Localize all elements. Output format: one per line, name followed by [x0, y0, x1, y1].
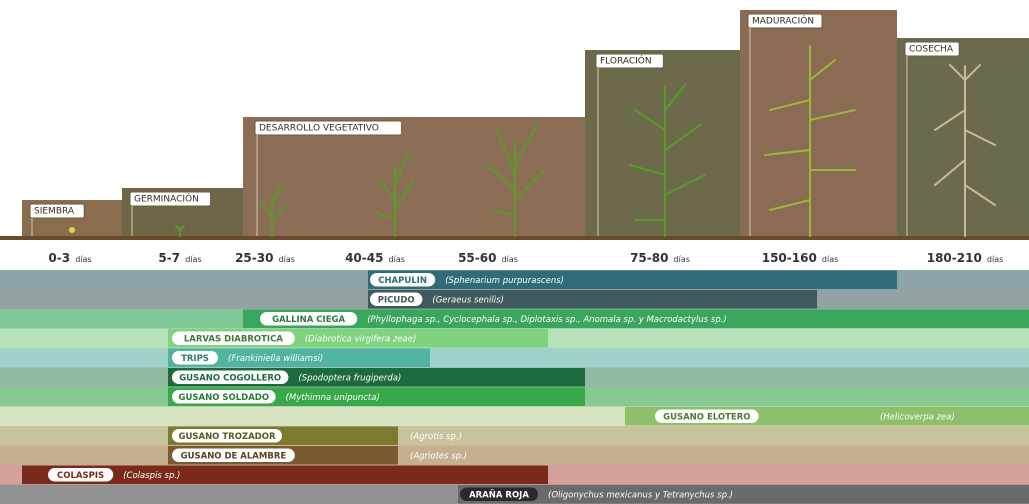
day-unit: días — [822, 255, 838, 264]
pest-scientific: (Agrotis sp.) — [410, 432, 462, 442]
pest-scientific: (Mythimna unipuncta) — [286, 393, 380, 403]
pest-scientific: (Geraeus senilis) — [432, 295, 503, 305]
day-unit: días — [674, 255, 690, 264]
day-range: 40-45 — [345, 251, 383, 265]
pest-name: GALLINA CIEGA — [272, 315, 345, 325]
pest-row — [0, 446, 1029, 466]
stage-label: MADURACIÓN — [752, 15, 814, 27]
stage-label: SIEMBRA — [34, 207, 75, 217]
pest-scientific: (Diabrotica virgifera zeae) — [305, 334, 417, 344]
stage-label: FLORACIÓN — [600, 55, 652, 67]
pest-name: PICUDO — [378, 295, 415, 305]
pest-name: LARVAS DIABROTICA — [184, 334, 283, 344]
day-unit: días — [75, 255, 91, 264]
day-range: 0-3 — [48, 251, 70, 265]
day-unit: días — [389, 255, 405, 264]
pest-name: ARAÑA ROJA — [469, 489, 529, 500]
day-unit: días — [502, 255, 518, 264]
day-label: 5-7 días — [158, 247, 201, 266]
pest-name: TRIPS — [181, 354, 209, 364]
pest-scientific: (Frankiniella williamsi) — [228, 354, 323, 364]
day-range: 55-60 — [458, 251, 496, 265]
day-unit: días — [987, 255, 1003, 264]
stage-block — [740, 10, 897, 236]
pest-name: GUSANO SOLDADO — [179, 393, 270, 403]
day-label: 0-3 días — [48, 247, 91, 266]
day-unit: días — [185, 255, 201, 264]
pest-scientific: (Colaspis sp.) — [123, 471, 180, 481]
day-range: 180-210 — [927, 251, 982, 265]
day-range: 150-160 — [762, 251, 817, 265]
pest-name: GUSANO TROZADOR — [178, 432, 275, 442]
pest-name: COLASPIS — [57, 471, 104, 481]
day-label: 40-45 días — [345, 247, 405, 266]
pest-scientific: (Helicoverpa zea) — [880, 412, 955, 422]
pest-row — [0, 348, 1029, 368]
pest-name: GUSANO ELOTERO — [663, 412, 750, 422]
pest-scientific: (Agriotes sp.) — [410, 451, 467, 461]
stage-block — [585, 50, 740, 236]
pest-row — [0, 426, 1029, 446]
pest-scientific: (Oligonychus mexicanus y Tetranychus sp.… — [548, 490, 733, 500]
pest-name: GUSANO COGOLLERO — [179, 373, 281, 383]
pest-scientific: (Spodoptera frugiperda) — [298, 373, 401, 383]
stage-block — [897, 38, 1029, 236]
pest-name: GUSANO DE ALAMBRE — [181, 451, 287, 461]
day-label: 25-30 días — [235, 247, 295, 266]
infographic: SIEMBRA 0-3 días GERMINACIÓN 5-7 días DESARR… — [0, 0, 1029, 504]
day-range: 75-80 — [630, 251, 668, 265]
stage-label: COSECHA — [909, 45, 954, 55]
pests: CHAPULIN (Sphenarium purpurascens) PICUDO (… — [0, 270, 1029, 504]
pest-name: CHAPULIN — [378, 276, 427, 286]
stage-label: DESARROLLO VEGETATIVO — [259, 124, 379, 134]
day-range: 25-30 — [235, 251, 273, 265]
day-label: 150-160 días — [762, 247, 839, 266]
pest-scientific: (Sphenarium purpurascens) — [445, 276, 564, 286]
pest-bar — [458, 485, 1029, 504]
day-range: 5-7 — [158, 251, 180, 265]
day-label: 180-210 días — [927, 247, 1004, 266]
pest-scientific: (Phyllophaga sp., Cyclocephala sp., Dipl… — [367, 315, 727, 325]
day-label: 75-80 días — [630, 247, 690, 266]
stage-label: GERMINACIÓN — [134, 193, 199, 205]
day-unit: días — [279, 255, 295, 264]
day-label: 55-60 días — [458, 247, 518, 266]
